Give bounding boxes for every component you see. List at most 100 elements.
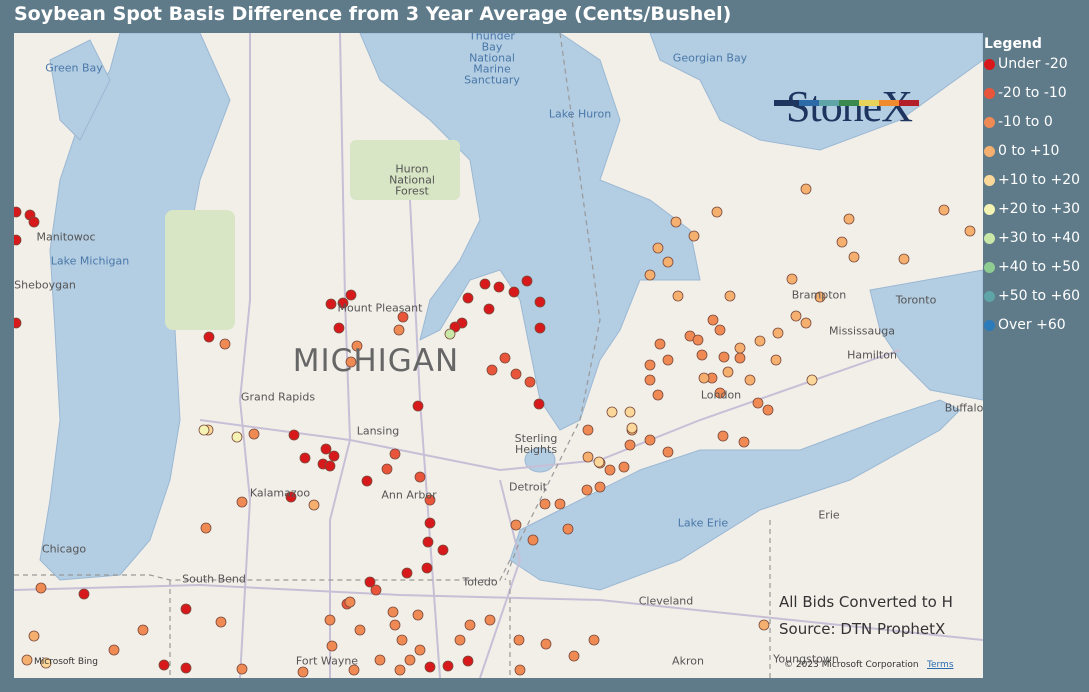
legend-item[interactable]: +10 to +20 — [984, 172, 1080, 201]
bid-dot[interactable] — [527, 534, 539, 546]
bid-dot[interactable] — [644, 374, 656, 386]
bid-dot[interactable] — [554, 498, 566, 510]
bid-dot[interactable] — [606, 406, 618, 418]
bid-dot[interactable] — [652, 389, 664, 401]
bid-dot[interactable] — [236, 663, 248, 675]
bid-dot[interactable] — [348, 664, 360, 676]
bid-dot[interactable] — [836, 236, 848, 248]
bid-dot[interactable] — [215, 616, 227, 628]
bid-dot[interactable] — [361, 475, 373, 487]
bid-dot[interactable] — [724, 290, 736, 302]
legend-item[interactable]: +50 to +60 — [984, 288, 1080, 317]
bid-dot[interactable] — [692, 334, 704, 346]
bid-dot[interactable] — [203, 331, 215, 343]
legend-item[interactable]: +20 to +30 — [984, 201, 1080, 230]
bid-dot[interactable] — [344, 596, 356, 608]
bid-dot[interactable] — [800, 183, 812, 195]
bid-dot[interactable] — [898, 253, 910, 265]
bid-dot[interactable] — [370, 584, 382, 596]
bid-dot[interactable] — [414, 471, 426, 483]
bid-dot[interactable] — [424, 517, 436, 529]
bid-dot[interactable] — [397, 311, 409, 323]
bid-dot[interactable] — [404, 654, 416, 666]
bid-dot[interactable] — [198, 424, 210, 436]
bid-dot[interactable] — [14, 234, 22, 246]
bid-dot[interactable] — [510, 368, 522, 380]
bid-dot[interactable] — [14, 317, 22, 329]
bid-dot[interactable] — [644, 269, 656, 281]
bid-dot[interactable] — [486, 364, 498, 376]
bid-dot[interactable] — [364, 576, 376, 588]
bid-dot[interactable] — [806, 374, 818, 386]
bid-dot[interactable] — [770, 354, 782, 366]
bid-dot[interactable] — [717, 430, 729, 442]
bid-dot[interactable] — [581, 484, 593, 496]
bid-dot[interactable] — [508, 286, 520, 298]
bid-dot[interactable] — [493, 281, 505, 293]
legend-item[interactable]: 0 to +10 — [984, 143, 1080, 172]
bid-dot[interactable] — [28, 216, 40, 228]
bid-dot[interactable] — [236, 496, 248, 508]
bid-dot[interactable] — [381, 463, 393, 475]
bid-dot[interactable] — [396, 634, 408, 646]
bid-dot[interactable] — [734, 352, 746, 364]
bid-dot[interactable] — [464, 619, 476, 631]
bid-dot[interactable] — [800, 317, 812, 329]
bid-dot[interactable] — [752, 397, 764, 409]
bid-dot[interactable] — [324, 614, 336, 626]
bid-dot[interactable] — [412, 400, 424, 412]
bid-dot[interactable] — [662, 446, 674, 458]
bid-dot[interactable] — [424, 494, 436, 506]
bid-dot[interactable] — [484, 614, 496, 626]
bid-dot[interactable] — [738, 436, 750, 448]
bid-dot[interactable] — [568, 650, 580, 662]
bid-dot[interactable] — [698, 372, 710, 384]
bid-dot[interactable] — [624, 439, 636, 451]
bid-dot[interactable] — [582, 451, 594, 463]
bid-dot[interactable] — [644, 359, 656, 371]
bid-dot[interactable] — [652, 242, 664, 254]
bid-dot[interactable] — [707, 314, 719, 326]
bid-dot[interactable] — [35, 582, 47, 594]
bid-dot[interactable] — [454, 634, 466, 646]
legend-item[interactable]: -20 to -10 — [984, 85, 1080, 114]
legend-item[interactable]: Over +60 — [984, 317, 1080, 346]
bid-dot[interactable] — [374, 654, 386, 666]
bid-dot[interactable] — [714, 324, 726, 336]
bid-dot[interactable] — [618, 461, 630, 473]
bid-dot[interactable] — [604, 464, 616, 476]
bid-dot[interactable] — [790, 310, 802, 322]
bid-dot[interactable] — [333, 322, 345, 334]
bid-dot[interactable] — [444, 328, 456, 340]
terms-link[interactable]: Terms — [927, 660, 954, 670]
bid-dot[interactable] — [345, 289, 357, 301]
bid-dot[interactable] — [462, 655, 474, 667]
bid-dot[interactable] — [644, 434, 656, 446]
bid-dot[interactable] — [711, 206, 723, 218]
bid-dot[interactable] — [412, 609, 424, 621]
legend-item[interactable]: -10 to 0 — [984, 114, 1080, 143]
bid-dot[interactable] — [499, 352, 511, 364]
bid-dot[interactable] — [534, 296, 546, 308]
bid-dot[interactable] — [744, 374, 756, 386]
bid-dot[interactable] — [285, 491, 297, 503]
bid-dot[interactable] — [513, 634, 525, 646]
bid-dot[interactable] — [393, 324, 405, 336]
bid-dot[interactable] — [762, 404, 774, 416]
bid-dot[interactable] — [462, 292, 474, 304]
bid-dot[interactable] — [718, 351, 730, 363]
bid-dot[interactable] — [442, 660, 454, 672]
bid-dot[interactable] — [421, 562, 433, 574]
bid-dot[interactable] — [389, 448, 401, 460]
bid-dot[interactable] — [582, 424, 594, 436]
bid-dot[interactable] — [624, 406, 636, 418]
bid-dot[interactable] — [345, 356, 357, 368]
bid-dot[interactable] — [78, 588, 90, 600]
bid-dot[interactable] — [328, 450, 340, 462]
bid-dot[interactable] — [297, 666, 309, 678]
bid-dot[interactable] — [325, 298, 337, 310]
bid-dot[interactable] — [588, 634, 600, 646]
bid-dot[interactable] — [21, 654, 33, 666]
bid-dot[interactable] — [394, 664, 406, 676]
bid-dot[interactable] — [964, 225, 976, 237]
